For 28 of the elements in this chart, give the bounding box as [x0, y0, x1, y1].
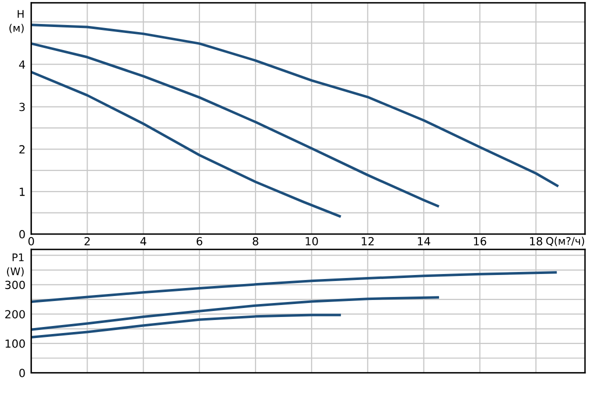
x-tick-label: 14	[418, 237, 430, 246]
y-tick-label: 1	[20, 188, 25, 196]
x-tick-label: 12	[362, 237, 374, 246]
line-series	[31, 70, 341, 218]
y-tick-label: 100	[6, 339, 25, 348]
y-tick-label: 300	[5, 280, 25, 290]
line-series	[31, 24, 558, 187]
line-series	[31, 314, 341, 339]
x-tick-label: 10	[306, 237, 318, 246]
x-tick-label: 18	[530, 237, 542, 246]
y-axis-title: P1 (W)	[7, 254, 24, 277]
x-tick-label: 0	[28, 237, 34, 246]
y-tick-label: 3	[19, 102, 25, 112]
line-series	[31, 271, 557, 304]
line-series	[31, 42, 440, 208]
y-tick-label: 4	[19, 60, 26, 69]
y-tick-label: 0	[19, 368, 25, 378]
y-tick-label: 2	[19, 145, 25, 154]
x-tick-label: 6	[196, 237, 202, 246]
y-tick-label: 0	[19, 230, 25, 238]
x-tick-label: 8	[252, 237, 258, 246]
x-tick-label: 16	[474, 237, 486, 246]
y-tick-label: 200	[5, 310, 25, 318]
x-tick-label: 2	[84, 237, 90, 246]
x-tick-label: 4	[140, 237, 146, 246]
line-series	[31, 296, 440, 331]
x-axis-title: Q(м?/ч)	[546, 236, 584, 246]
y-axis-title: H (м)	[9, 10, 24, 34]
